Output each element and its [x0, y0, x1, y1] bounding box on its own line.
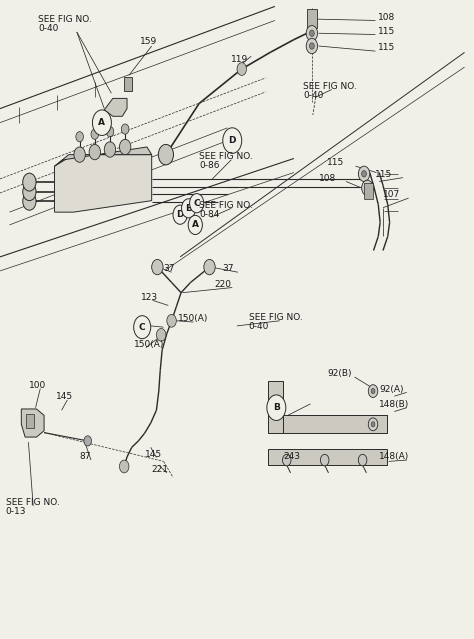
Circle shape — [204, 259, 215, 275]
Circle shape — [306, 26, 318, 41]
Circle shape — [358, 166, 370, 181]
Circle shape — [106, 127, 114, 137]
Text: 115: 115 — [378, 27, 395, 36]
Text: 0-86: 0-86 — [199, 161, 219, 170]
Text: 221: 221 — [152, 465, 169, 474]
Polygon shape — [104, 98, 127, 116]
Text: 115: 115 — [374, 170, 392, 179]
Circle shape — [74, 147, 85, 162]
Text: 150(A): 150(A) — [134, 340, 164, 349]
Text: 145: 145 — [145, 450, 162, 459]
Circle shape — [84, 436, 91, 446]
Circle shape — [182, 199, 196, 218]
Text: SEE FIG NO.: SEE FIG NO. — [38, 15, 91, 24]
Circle shape — [320, 454, 329, 466]
Text: 220: 220 — [214, 280, 231, 289]
Circle shape — [23, 183, 36, 201]
Text: 107: 107 — [383, 190, 400, 199]
Text: 123: 123 — [141, 293, 158, 302]
Circle shape — [371, 389, 375, 394]
Text: 115: 115 — [378, 43, 395, 52]
Circle shape — [121, 124, 129, 134]
Bar — [364, 183, 373, 199]
Text: 92(B): 92(B) — [327, 369, 352, 378]
Circle shape — [134, 316, 151, 339]
Text: 243: 243 — [283, 452, 301, 461]
Text: SEE FIG NO.: SEE FIG NO. — [6, 498, 59, 507]
Text: 0-13: 0-13 — [6, 507, 26, 516]
Circle shape — [152, 259, 163, 275]
Text: 148(A): 148(A) — [379, 452, 410, 461]
Text: C: C — [139, 323, 146, 332]
Text: 87: 87 — [80, 452, 91, 461]
Circle shape — [310, 43, 314, 49]
Text: 100: 100 — [29, 381, 46, 390]
Circle shape — [362, 180, 373, 196]
Bar — [283, 415, 387, 433]
Text: C: C — [193, 199, 200, 208]
Circle shape — [91, 129, 99, 139]
Circle shape — [371, 422, 375, 427]
Bar — [307, 9, 317, 28]
Circle shape — [156, 328, 166, 341]
Text: 150(A): 150(A) — [178, 314, 208, 323]
Circle shape — [310, 30, 314, 36]
Text: 119: 119 — [231, 55, 248, 64]
Circle shape — [362, 171, 366, 177]
Circle shape — [119, 460, 129, 473]
Circle shape — [368, 418, 378, 431]
Text: 0-40: 0-40 — [249, 322, 269, 331]
Circle shape — [190, 194, 204, 213]
Circle shape — [188, 215, 202, 235]
Circle shape — [23, 192, 36, 210]
Circle shape — [92, 110, 111, 135]
Circle shape — [104, 142, 116, 157]
Text: 0-40: 0-40 — [38, 24, 58, 33]
Circle shape — [237, 63, 246, 75]
Text: B: B — [185, 204, 192, 213]
Text: 108: 108 — [319, 174, 336, 183]
Circle shape — [76, 132, 83, 142]
Circle shape — [365, 185, 370, 191]
Bar — [268, 381, 283, 433]
Circle shape — [358, 454, 367, 466]
Circle shape — [23, 173, 36, 191]
Circle shape — [223, 128, 242, 153]
Circle shape — [283, 454, 291, 466]
Text: 37: 37 — [222, 265, 233, 273]
Polygon shape — [55, 155, 152, 212]
Polygon shape — [21, 409, 44, 437]
Text: 108: 108 — [378, 13, 395, 22]
Bar — [26, 414, 34, 428]
Text: A: A — [192, 220, 199, 229]
Bar — [268, 449, 387, 465]
Polygon shape — [55, 147, 152, 166]
Text: D: D — [228, 136, 236, 145]
Circle shape — [173, 205, 187, 224]
Text: SEE FIG NO.: SEE FIG NO. — [199, 201, 253, 210]
Text: 148(B): 148(B) — [379, 400, 410, 409]
Circle shape — [267, 395, 286, 420]
Circle shape — [119, 139, 131, 155]
Bar — [124, 77, 132, 91]
Text: 37: 37 — [164, 265, 175, 273]
Circle shape — [368, 385, 378, 397]
Text: 159: 159 — [140, 37, 157, 46]
Text: SEE FIG NO.: SEE FIG NO. — [303, 82, 357, 91]
Circle shape — [89, 144, 100, 160]
Text: B: B — [273, 403, 280, 412]
Text: 0-84: 0-84 — [199, 210, 219, 219]
Text: 92(A): 92(A) — [379, 385, 404, 394]
Text: A: A — [99, 118, 105, 127]
Circle shape — [306, 38, 318, 54]
Text: 0-40: 0-40 — [303, 91, 324, 100]
Text: 115: 115 — [327, 158, 344, 167]
Circle shape — [167, 314, 176, 327]
Text: 145: 145 — [56, 392, 73, 401]
Text: D: D — [176, 210, 184, 219]
Circle shape — [158, 144, 173, 165]
Text: SEE FIG NO.: SEE FIG NO. — [199, 152, 253, 161]
Text: SEE FIG NO.: SEE FIG NO. — [249, 313, 302, 322]
